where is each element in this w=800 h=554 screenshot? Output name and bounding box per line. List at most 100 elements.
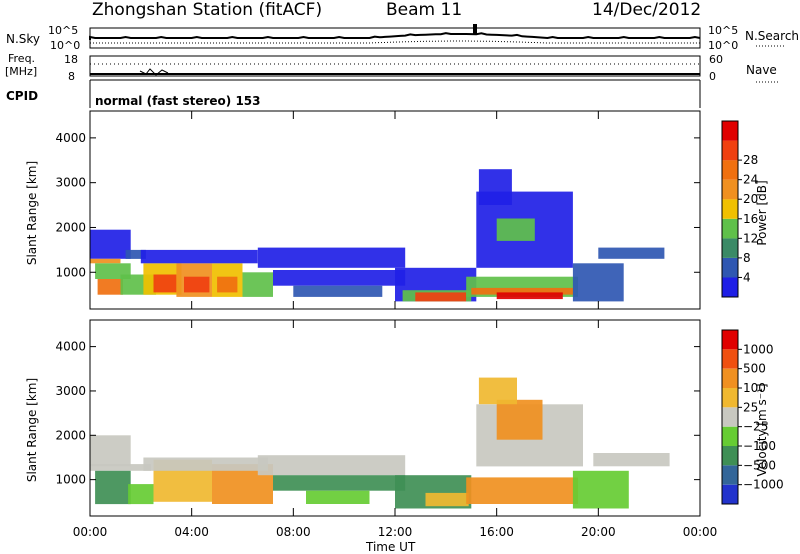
velocity-ytick-label-1: 2000	[55, 428, 86, 442]
cpid-text: normal (fast stereo) 153	[95, 94, 261, 108]
freq-strip-frame	[89, 55, 701, 77]
velocity-colorbar-seg-5	[722, 388, 738, 408]
power-colorbar-seg-7	[722, 140, 738, 161]
power-ytick-label-0: 1000	[55, 265, 86, 279]
velocity-colorbar-seg-8	[722, 330, 738, 350]
power-region-22	[496, 292, 563, 300]
noise-tick-left-bottom: 10^0	[50, 39, 81, 52]
velocity-region-12	[466, 477, 578, 504]
nsky-trace	[89, 32, 701, 40]
velocity-region-9	[306, 490, 370, 504]
freq-unit: [MHz]	[5, 65, 38, 78]
xtick-label-6: 00:00	[683, 525, 718, 539]
power-colorbar-seg-4	[722, 199, 738, 219]
power-colorbar-label-1: 8	[743, 251, 751, 265]
power-colorbar-label-4: 20	[743, 192, 758, 206]
velocity-region-2	[95, 470, 131, 505]
xtick-label-4: 16:00	[479, 525, 514, 539]
velocity-colorbar-seg-3	[722, 426, 738, 446]
freq-wiggle	[139, 68, 169, 76]
power-colorbar-seg-0	[722, 277, 738, 297]
velocity-ytick-label-2: 3000	[55, 384, 86, 398]
power-colorbar-label-2: 12	[743, 231, 758, 245]
velocity-region-17	[593, 453, 670, 467]
power-colorbar-seg-6	[722, 160, 738, 180]
velocity-region-7	[257, 455, 406, 476]
power-region-24	[478, 169, 512, 205]
xtick-label-1: 04:00	[174, 525, 209, 539]
xtick-label-0: 00:00	[73, 525, 108, 539]
velocity-colorbar-label-5: −100	[743, 439, 776, 453]
velocity-colorbar-label-2: 100	[743, 381, 766, 395]
power-region-9	[184, 276, 210, 293]
nsearch-label: N.Search	[745, 29, 800, 43]
power-ytick-label-2: 3000	[55, 176, 86, 190]
nsearch-trace	[90, 40, 700, 44]
velocity-region-3	[128, 484, 154, 505]
power-colorbar-label-0: 4	[743, 270, 751, 284]
power-colorbar-seg-2	[722, 238, 738, 258]
power-region-16	[293, 285, 383, 297]
noise-tick-right-top: 10^5	[708, 24, 739, 37]
freq-label: Freq.	[8, 52, 36, 65]
power-region-4	[97, 279, 123, 295]
power-ytick-label-3: 4000	[55, 131, 86, 145]
nave-tick-top: 60	[709, 53, 723, 66]
power-region-15	[273, 270, 406, 286]
velocity-region-15	[478, 377, 517, 405]
velocity-region-16	[572, 470, 629, 509]
power-colorbar-label-6: 28	[743, 153, 758, 167]
velocity-colorbar-label-1: 500	[743, 362, 766, 376]
power-region-26	[572, 263, 624, 302]
noise-spike	[473, 24, 477, 34]
velocity-region-14	[496, 399, 543, 440]
velocity-colorbar-label-4: −25	[743, 420, 768, 434]
power-region-27	[598, 247, 665, 259]
power-colorbar-frame	[721, 120, 739, 298]
x-axis-label: Time UT	[366, 540, 416, 554]
power-region-14	[257, 247, 406, 268]
power-colorbar-seg-1	[722, 257, 738, 278]
freq-tick-bottom: 8	[68, 70, 75, 83]
power-colorbar-label-5: 24	[743, 173, 758, 187]
velocity-colorbar-seg-0	[722, 484, 738, 504]
velocity-region-0	[90, 435, 131, 467]
velocity-region-11	[425, 492, 469, 507]
power-region-12	[242, 272, 273, 297]
beam-title: Beam 11	[386, 0, 463, 20]
power-region-11	[217, 276, 238, 293]
velocity-colorbar-frame	[721, 329, 739, 505]
cpid-label: CPID	[6, 89, 39, 103]
power-region-0	[90, 229, 131, 259]
nave-label: Nave	[746, 63, 777, 77]
xtick-label-3: 12:00	[378, 525, 413, 539]
power-region-19	[415, 292, 467, 302]
velocity-colorbar-seg-1	[722, 465, 738, 485]
noise-tick-left-top: 10^5	[48, 24, 79, 37]
velocity-region-6	[143, 457, 268, 471]
xtick-label-5: 20:00	[581, 525, 616, 539]
power-ytick-label-1: 2000	[55, 220, 86, 234]
power-region-1	[125, 249, 146, 259]
power-colorbar-seg-8	[722, 121, 738, 141]
power-region-21	[471, 287, 573, 295]
velocity-colorbar-seg-4	[722, 407, 738, 427]
power-colorbar-label-3: 16	[743, 212, 758, 226]
power-region-13	[140, 249, 258, 264]
velocity-ytick-label-0: 1000	[55, 473, 86, 487]
velocity-colorbar-label-3: 25	[743, 400, 758, 414]
power-colorbar-seg-3	[722, 218, 738, 239]
station-title: Zhongshan Station (fitACF)	[92, 0, 323, 20]
power-region-25	[496, 218, 535, 241]
nave-tick-bottom: 0	[709, 70, 716, 83]
velocity-ytick-label-3: 4000	[55, 340, 86, 354]
velocity-colorbar-label-0: 1000	[743, 342, 774, 356]
power-region-7	[153, 274, 177, 293]
velocity-colorbar-seg-7	[722, 349, 738, 369]
velocity-region-8	[273, 475, 406, 491]
noise-tick-right-bottom: 10^0	[708, 39, 739, 52]
velocity-colorbar-seg-6	[722, 368, 738, 388]
velocity-colorbar-seg-2	[722, 446, 738, 466]
freq-tick-top: 18	[64, 53, 78, 66]
